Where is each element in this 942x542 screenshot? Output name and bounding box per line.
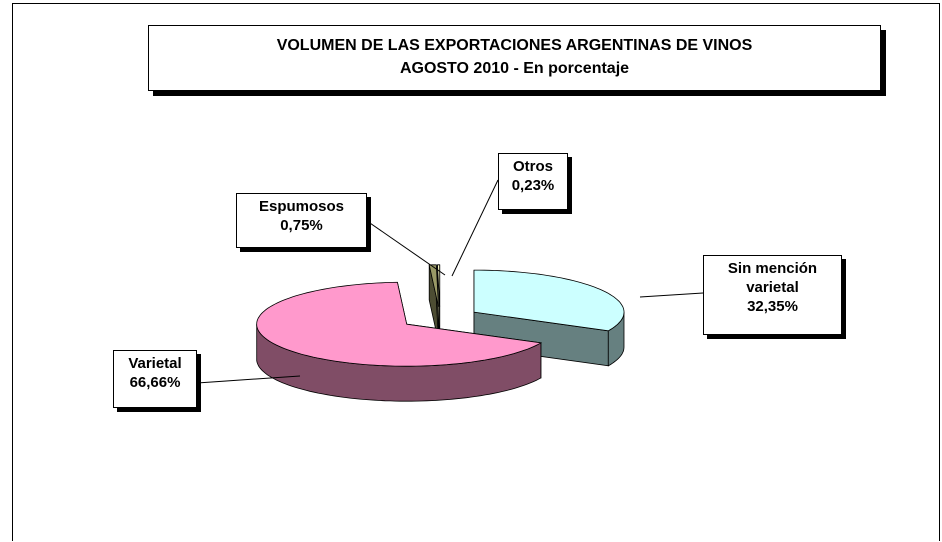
- label-value: 0,23%: [511, 177, 555, 194]
- title-box: VOLUMEN DE LAS EXPORTACIONES ARGENTINAS …: [148, 25, 881, 91]
- chart-frame: [12, 3, 940, 541]
- label-value: 32,35%: [747, 298, 798, 315]
- data-label: Espumosos 0,75%: [236, 193, 367, 248]
- leader-line: [639, 292, 704, 298]
- slice: [428, 264, 439, 307]
- leader-line: [366, 220, 446, 276]
- chart-title: VOLUMEN DE LAS EXPORTACIONES ARGENTINAS …: [276, 37, 753, 54]
- label-value: 66,66%: [129, 374, 181, 391]
- data-label: Varietal 66,66%: [113, 350, 197, 408]
- label-category: Espumosos: [258, 198, 345, 215]
- data-label: Sin mención varietal 32,35%: [703, 255, 842, 335]
- slice: [437, 264, 441, 307]
- data-label: Otros 0,23%: [498, 153, 568, 210]
- leader-line: [451, 179, 499, 277]
- chart-subtitle: AGOSTO 2010 - En porcentaje: [399, 60, 630, 77]
- label-value: 0,75%: [280, 217, 323, 234]
- leader-line: [196, 375, 301, 384]
- label-category: Sin mención varietal: [727, 260, 818, 296]
- slice: [256, 281, 543, 367]
- label-category: Varietal: [128, 355, 182, 372]
- label-category: Otros: [512, 158, 553, 175]
- slice: [473, 269, 625, 332]
